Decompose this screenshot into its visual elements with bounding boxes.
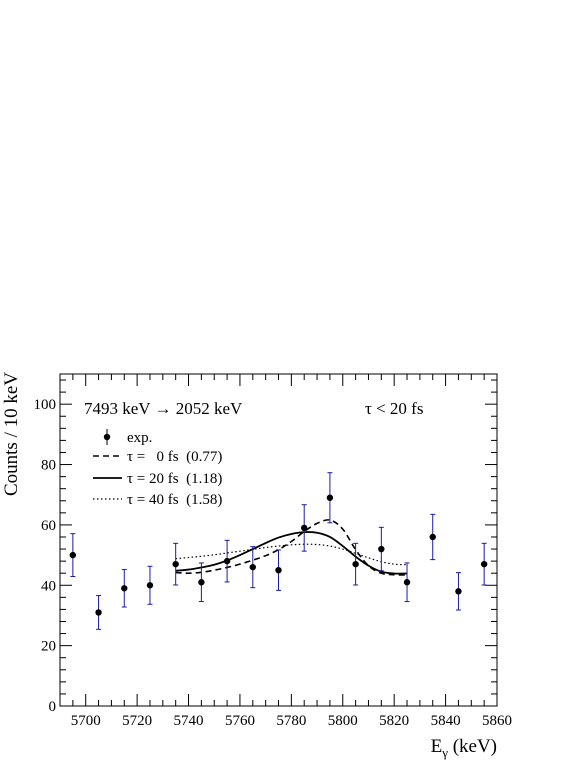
x-axis-title-subscript: γ [441,745,448,760]
y-tick-label: 60 [41,518,56,534]
data-point [172,542,179,586]
data-point [378,526,385,572]
x-axis-title-main: E [431,736,443,757]
legend-label-tau-20: τ = 20 fs (1.18) [127,471,222,487]
y-axis-tick-labels: 0 20 40 60 80 100 [34,397,57,715]
curve-tau-40 [175,543,408,566]
data-point-marker [326,494,334,501]
x-axis-tick-labels: 5700 5720 5740 5760 5780 5800 5820 5840 5860 [71,713,512,729]
data-point [301,504,308,552]
legend-exp-marker [103,433,111,441]
legend-label-tau-40: τ = 40 fs (1.58) [127,492,222,508]
data-point [69,533,77,578]
lifetime-limit-annotation: τ < 20 fs [365,399,423,418]
data-point-marker [429,533,436,541]
data-point [223,539,231,583]
x-tick-label: 5820 [379,713,409,729]
x-tick-label: 5700 [71,713,101,729]
legend-exp-label: exp. [127,430,152,446]
data-point-marker [352,560,359,568]
data-point [146,565,154,605]
plot-frame [59,373,498,707]
data-point [403,562,411,603]
data-point-marker [223,557,231,565]
data-point-marker [403,579,411,586]
data-point [429,513,436,561]
data-point [95,595,102,630]
data-point [121,569,128,608]
data-point [455,572,462,611]
x-axis-ticks [59,374,498,706]
curve-tau-0 [175,519,408,576]
data-point [326,472,334,524]
data-point-marker [172,560,179,568]
data-point [198,562,205,603]
data-point-marker [95,609,102,616]
data-point [275,549,282,591]
y-tick-label: 100 [34,397,57,413]
data-point-marker [198,579,205,586]
data-point-marker [146,582,154,589]
data-point-marker [249,563,256,571]
curve-tau-20 [175,531,408,575]
x-axis-title-unit: (keV) [448,736,497,757]
data-point-marker [480,560,488,568]
y-tick-label: 40 [41,578,56,594]
x-axis-title: Eγ (keV) [431,736,497,760]
legend-label-tau-0: τ = 0 fs (0.77) [127,449,222,465]
x-tick-label: 5760 [225,713,255,729]
data-point [480,542,488,586]
x-tick-label: 5840 [431,713,461,729]
x-tick-label: 5800 [328,713,358,729]
data-points [69,472,488,630]
data-point-marker [275,566,282,574]
legend: exp. τ = 0 fs (0.77) τ = 20 fs (1.18) τ … [93,429,222,508]
x-tick-label: 5720 [122,713,152,729]
data-point-marker [121,585,128,592]
x-tick-label: 5860 [482,713,512,729]
y-axis-title: Counts / 10 keV [1,372,22,496]
data-point-marker [455,588,462,595]
y-tick-label: 0 [49,699,57,715]
data-point-marker [378,545,385,553]
y-tick-label: 80 [41,458,56,474]
y-tick-label: 20 [41,639,56,655]
x-tick-label: 5740 [174,713,204,729]
data-point [249,546,256,589]
data-point-marker [69,551,77,559]
data-point [352,542,359,586]
model-curves [175,519,408,576]
data-point-marker [301,524,308,532]
x-tick-label: 5780 [276,713,306,729]
y-axis-ticks [60,379,497,707]
transition-annotation: 7493 keV → 2052 keV [84,399,243,418]
